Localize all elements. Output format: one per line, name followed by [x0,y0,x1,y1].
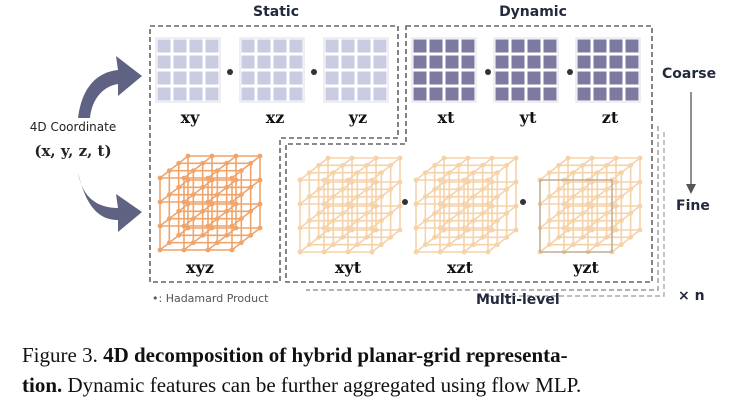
grid-label-xzt: xzt [446,258,473,277]
grid-xzt [413,155,519,255]
multi-level-label: Multi-level [476,292,560,308]
multi-level-layer-2 [486,132,665,297]
plane-yz [323,37,389,103]
repeat-label: × n [678,288,705,304]
caption-body: Dynamic features can be further aggregat… [67,373,582,397]
coarse-label: Coarse [662,66,717,82]
arrow-to-grid-icon [78,172,142,232]
hadamard-dot-icon [402,199,408,205]
caption-prefix: Figure 3. [22,343,98,367]
plane-xt [411,37,477,103]
decomposition-diagram [78,25,696,297]
static-group-title: Static [252,4,299,20]
grid-xyt [297,155,403,255]
multi-level-layer-1 [306,126,659,291]
grid-xyz [157,153,263,253]
hadamard-dot-icon [520,199,526,205]
caption-title-end: tion. [22,373,63,397]
plane-zt [575,37,641,103]
grid-yzt [537,155,643,255]
grid-label-xyz: xyz [186,258,214,277]
fine-label: Fine [676,198,710,214]
plane-label-xz: xz [265,108,285,127]
hadamard-dot-icon [485,69,491,75]
plane-xy [155,37,221,103]
grid-label-yzt: yzt [573,258,599,277]
plane-label-xt: xt [437,108,455,127]
input-label: 4D Coordinate [29,120,117,134]
input-coords: (x, y, z, t) [34,142,112,160]
dynamic-group-title: Dynamic [499,4,567,20]
hadamard-dot-icon [311,69,317,75]
hadamard-dot-icon [227,69,233,75]
arrow-to-planes-icon [78,56,142,118]
plane-xz [239,37,305,103]
hadamard-dot-icon [567,69,573,75]
plane-yt [493,37,559,103]
plane-label-yt: yt [519,108,537,127]
grid-label-xyt: xyt [334,258,362,277]
plane-label-yz: yz [348,108,368,127]
plane-label-xy: xy [180,108,200,127]
hadamard-legend: •: Hadamard Product [152,292,269,305]
dynamic-group-box [285,25,653,283]
plane-label-zt: zt [601,108,619,127]
figure-caption: Figure 3. 4D decomposition of hybrid pla… [22,340,737,400]
static-group-box [149,25,399,283]
caption-title: 4D decomposition of hybrid planar-grid r… [103,343,568,367]
